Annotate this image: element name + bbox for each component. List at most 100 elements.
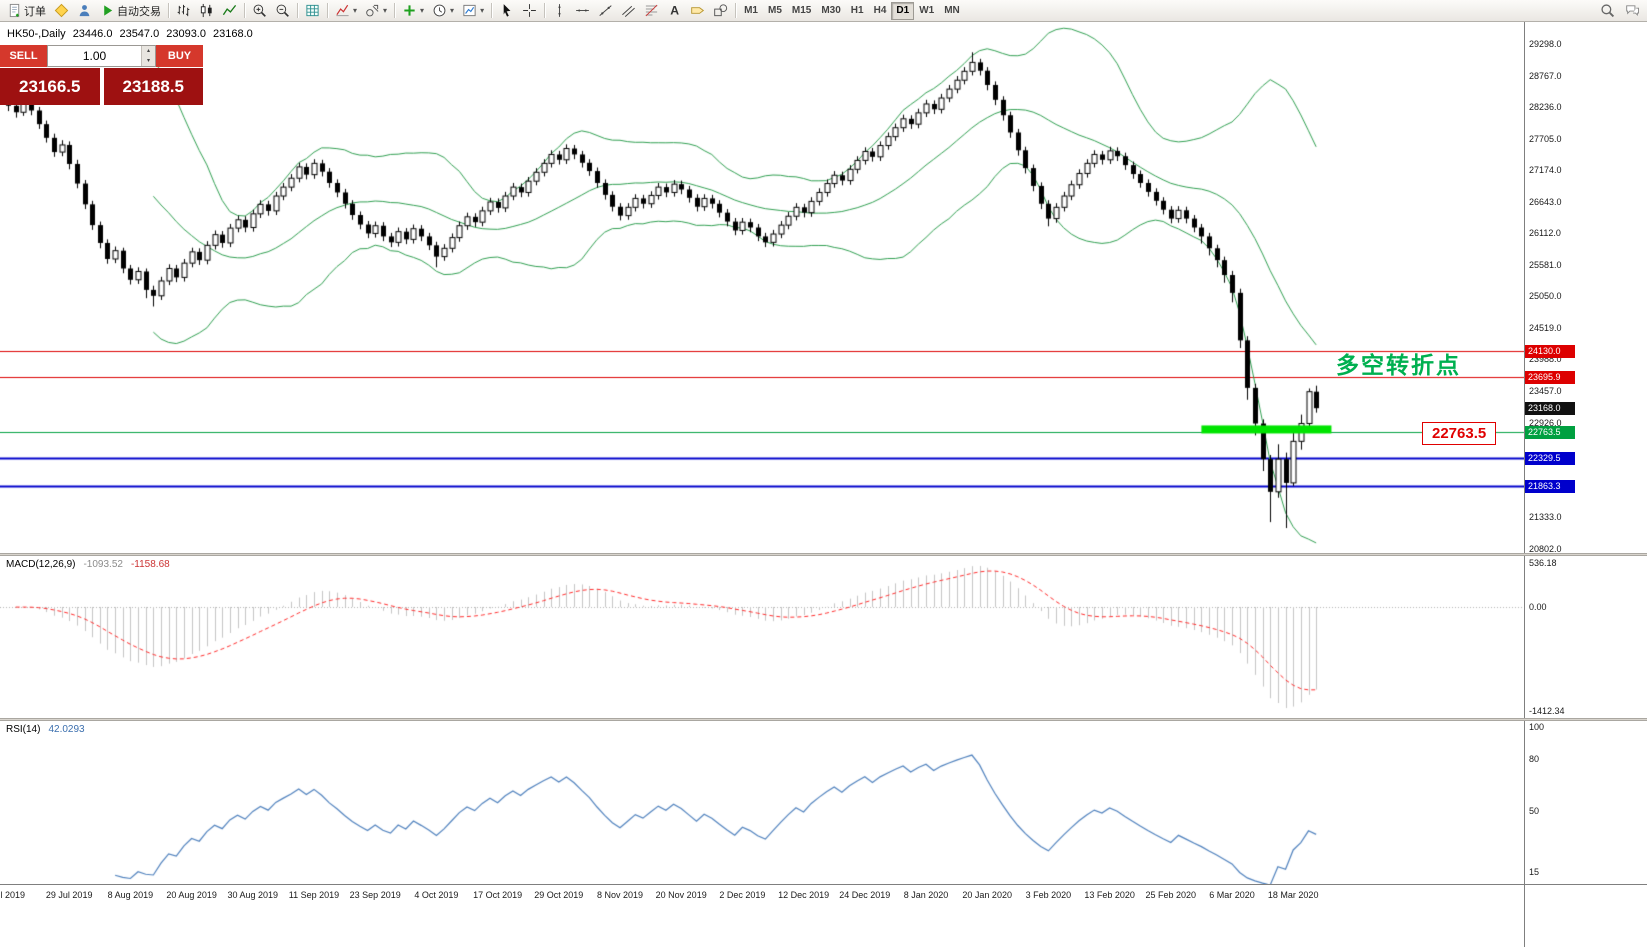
mql-market-button[interactable] — [50, 1, 73, 21]
scale-tick: 100 — [1529, 722, 1545, 732]
date-label: 8 Jan 2020 — [903, 890, 949, 900]
scale-tick: 26112.0 — [1529, 228, 1561, 239]
timeframe-m5-button[interactable]: M5 — [763, 2, 787, 20]
indicators-button[interactable]: ▾ — [331, 1, 361, 21]
equidistant-channel-button[interactable] — [617, 1, 640, 21]
shapes-icon — [713, 3, 728, 18]
rsi-plot[interactable]: RSI(14) 42.0293 — [0, 721, 1524, 884]
panel-splitter[interactable] — [0, 553, 1647, 556]
timeframe-h1-button[interactable]: H1 — [846, 2, 869, 20]
date-label: 3 Feb 2020 — [1025, 890, 1072, 900]
horizontal-line-button[interactable] — [571, 1, 594, 21]
date-label: 29 Oct 2019 — [534, 890, 584, 900]
toolbar: 订单 自动交易 ▾ ▾ ▾ ▾ ▾ A M1 M5 M15 M30 H1 H4 D1 W1 MN — [0, 0, 1647, 22]
close-value: 23168.0 — [212, 28, 253, 40]
templates-button[interactable]: ▾ — [458, 1, 488, 21]
rsi-name: RSI(14) — [6, 724, 41, 735]
bars-icon — [176, 3, 191, 18]
chart-candles-button[interactable] — [195, 1, 218, 21]
zoom-in-button[interactable] — [248, 1, 271, 21]
macd-canvas[interactable] — [0, 556, 1524, 718]
shapes-button[interactable] — [709, 1, 732, 21]
scale-tick: 0.00 — [1529, 601, 1547, 612]
time-axis[interactable]: Jul 2019 29 Jul 2019 8 Aug 2019 20 Aug 2019… — [0, 884, 1647, 947]
crosshair-button[interactable] — [518, 1, 541, 21]
price-line-badge: 21863.3 — [1525, 479, 1575, 493]
volume-field[interactable]: 1.00 ▴ ▾ — [47, 45, 156, 67]
main-chart-canvas[interactable] — [0, 22, 1524, 553]
rsi-label: RSI(14) 42.0293 — [6, 724, 85, 735]
macd-scale[interactable]: 536.18 0.00 -1412.34 — [1524, 556, 1647, 718]
high-value: 23547.0 — [119, 28, 160, 40]
cursor-button[interactable] — [495, 1, 518, 21]
add-indicator-button[interactable]: ▾ — [398, 1, 428, 21]
date-label: 11 Sep 2019 — [288, 890, 340, 900]
buy-button[interactable]: BUY — [156, 45, 203, 67]
timeframe-mn-button[interactable]: MN — [939, 2, 965, 20]
grid-icon — [305, 3, 320, 18]
sell-price[interactable]: 23166.5 — [0, 68, 100, 105]
linechart-icon — [222, 3, 237, 18]
scale-tick: 27174.0 — [1529, 165, 1562, 176]
timeframe-d1-button[interactable]: D1 — [891, 1, 915, 20]
scale-tick: 28767.0 — [1529, 70, 1562, 81]
date-label: 12 Dec 2019 — [778, 890, 830, 900]
scale-tick: 23988.0 — [1529, 354, 1562, 365]
macd-plot[interactable]: MACD(12,26,9) -1093.52 -1158.68 — [0, 556, 1524, 718]
chart-line-button[interactable] — [218, 1, 241, 21]
scale-corner-line — [1524, 885, 1525, 947]
chart-bars-button[interactable] — [172, 1, 195, 21]
macd-value-signal: -1158.68 — [130, 559, 170, 570]
profile-button[interactable] — [73, 1, 96, 21]
play-icon — [100, 3, 115, 18]
date-label: 29 Jul 2019 — [45, 890, 93, 900]
volume-value[interactable]: 1.00 — [82, 49, 107, 63]
rsi-canvas[interactable] — [0, 721, 1524, 884]
toolbar-separator — [297, 3, 298, 18]
main-plot[interactable]: HK50-,Daily 23446.0 23547.0 23093.0 2316… — [0, 22, 1524, 553]
date-label: 20 Aug 2019 — [166, 890, 217, 900]
zoom-out-button[interactable] — [271, 1, 294, 21]
rsi-scale[interactable]: 100 80 50 15 — [1524, 721, 1647, 884]
support-price-callout: 22763.5 — [1422, 422, 1497, 445]
low-value: 23093.0 — [166, 28, 206, 40]
buy-price[interactable]: 23188.5 — [103, 68, 203, 105]
price-scale[interactable]: 29298.0 28767.0 28236.0 27705.0 27174.0 26643… — [1524, 22, 1647, 553]
diamond-icon — [54, 3, 69, 18]
scale-tick: 21333.0 — [1529, 512, 1562, 523]
timeframe-w1-button[interactable]: W1 — [914, 2, 939, 20]
date-label: 23 Sep 2019 — [349, 890, 401, 900]
timeframe-m1-button[interactable]: M1 — [739, 2, 763, 20]
scale-tick: 20802.0 — [1529, 543, 1562, 553]
timeframe-m15-button[interactable]: M15 — [787, 2, 816, 20]
search-button[interactable] — [1596, 1, 1619, 21]
toolbar-separator — [491, 3, 493, 18]
new-order-button[interactable]: 订单 — [3, 1, 50, 21]
periods-button[interactable]: ▾ — [428, 1, 458, 21]
fibonacci-button[interactable] — [640, 1, 663, 21]
volume-decrease-button[interactable]: ▾ — [142, 56, 155, 66]
ohlc-info: HK50-,Daily 23446.0 23547.0 23093.0 2316… — [7, 28, 253, 40]
timeframe-m30-button[interactable]: M30 — [816, 2, 845, 20]
timeframe-h4-button[interactable]: H4 — [869, 2, 892, 20]
volume-increase-button[interactable]: ▴ — [142, 46, 155, 56]
scale-tick: 29298.0 — [1529, 39, 1562, 50]
search-icon — [1600, 3, 1615, 18]
objects-icon — [365, 3, 380, 18]
panel-splitter[interactable] — [0, 718, 1647, 721]
vertical-line-button[interactable] — [548, 1, 571, 21]
trendline-button[interactable] — [594, 1, 617, 21]
text-label-button[interactable] — [686, 1, 709, 21]
chat-button[interactable] — [1621, 1, 1644, 21]
zoomin-icon — [252, 3, 267, 18]
sell-button[interactable]: SELL — [0, 45, 47, 67]
objects-list-button[interactable]: ▾ — [361, 1, 391, 21]
tile-windows-button[interactable] — [301, 1, 324, 21]
auto-trading-label: 自动交易 — [117, 5, 161, 18]
auto-trading-button[interactable]: 自动交易 — [96, 1, 165, 21]
text-button[interactable]: A — [663, 1, 686, 21]
toolbar-separator — [244, 3, 245, 18]
macd-name: MACD(12,26,9) — [6, 559, 76, 570]
scale-tick: 25581.0 — [1529, 259, 1562, 270]
